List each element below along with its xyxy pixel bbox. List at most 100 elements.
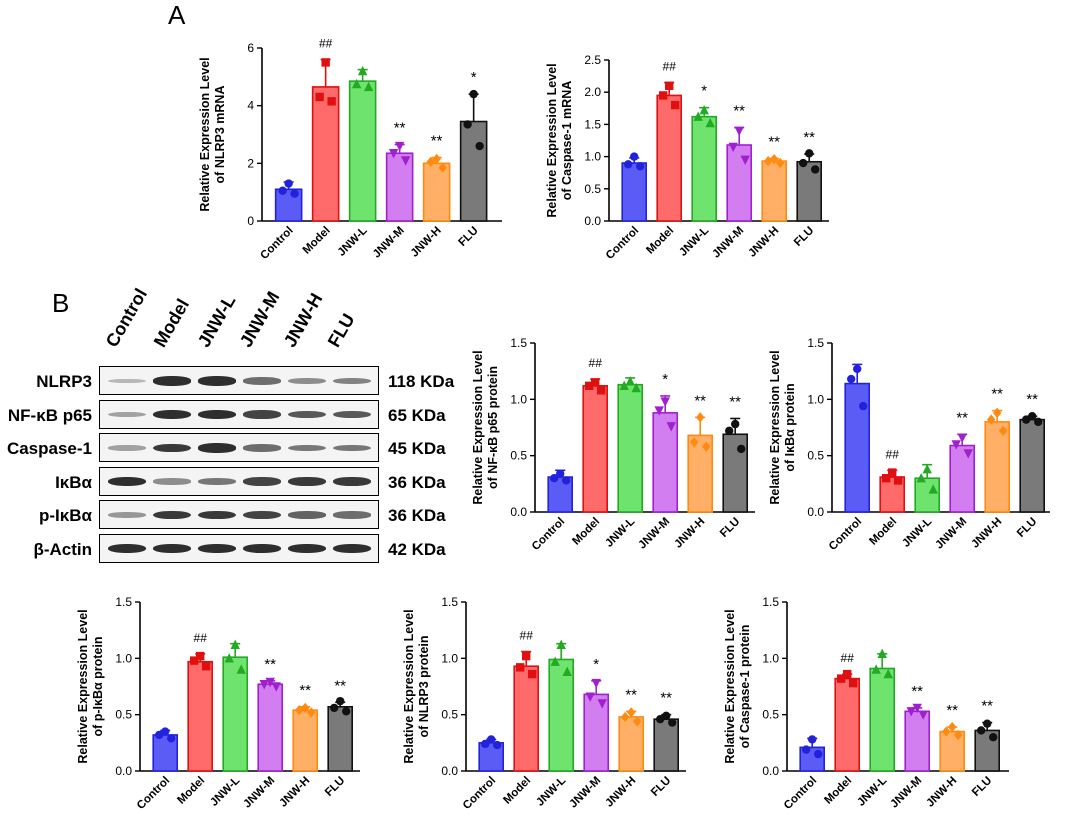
data-point [659, 91, 668, 100]
x-tick-label: JNW-M [241, 775, 277, 811]
bar-chart: 0.0 0.5 1.0 1.5 Relative Expression Levelof … [471, 336, 755, 553]
bar [984, 421, 1011, 513]
data-point [585, 381, 594, 391]
blot-band [288, 477, 326, 486]
y-tick-label: 4 [247, 99, 254, 113]
blot-band [288, 444, 326, 452]
data-point [951, 440, 961, 450]
y-axis-label-line: Relative Expression Level [402, 609, 416, 763]
significance-label: ## [589, 356, 603, 370]
data-point [487, 735, 496, 744]
x-tick-label: FLU [456, 225, 480, 249]
data-point [888, 468, 897, 477]
data-point [665, 81, 674, 90]
data-point [1021, 415, 1031, 424]
blot-band [198, 409, 236, 420]
bar [422, 162, 451, 222]
significance-label: ## [319, 37, 333, 51]
y-tick-label: 2.0 [584, 85, 601, 99]
significance-label: ** [1026, 391, 1038, 408]
blot-band [333, 377, 371, 385]
data-point [928, 484, 938, 494]
blot-row-label: Caspase-1 [6, 439, 92, 458]
data-point [388, 149, 399, 159]
blot-kda-label: 36 KDa [388, 506, 446, 525]
y-tick-label: 2 [247, 156, 254, 170]
data-point [808, 735, 817, 744]
blot-band [108, 445, 146, 451]
data-point [196, 651, 205, 661]
bar [869, 667, 896, 772]
blot-band [243, 410, 281, 419]
significance-label: * [701, 83, 707, 100]
y-tick-label: 0.0 [807, 505, 824, 519]
data-point [871, 664, 881, 674]
x-tick-label: Control [782, 775, 819, 812]
data-point [989, 733, 998, 742]
y-axis-label-line: of NLRP3 protein [417, 635, 431, 737]
blot-band [198, 376, 236, 386]
y-tick-label: 0.0 [115, 764, 132, 778]
bar [1019, 418, 1046, 513]
significance-label: ** [334, 677, 346, 694]
y-axis-label-line: of p-IκBα protein [91, 636, 105, 736]
blot-kda-label: 118 KDa [388, 372, 455, 391]
data-point [627, 707, 636, 718]
data-point [550, 474, 559, 483]
bar [292, 709, 319, 772]
data-point [351, 78, 362, 89]
y-tick-label: 6 [247, 41, 254, 55]
data-point [699, 105, 709, 115]
data-point [837, 674, 846, 683]
data-point [799, 158, 808, 168]
bar [327, 705, 354, 772]
bar [513, 665, 540, 772]
bar-chart: 0.0 0.5 1.0 1.5 Relative Expression Levelof … [723, 595, 1009, 812]
blot-band [198, 543, 236, 554]
y-tick-label: 1.5 [115, 595, 132, 609]
data-point [883, 668, 893, 679]
data-point [987, 414, 996, 425]
bar [582, 385, 609, 513]
x-tick-label: JNW-H [409, 225, 444, 260]
data-point [963, 449, 973, 459]
y-tick-label: 0.0 [584, 214, 601, 228]
data-point [591, 378, 600, 387]
data-point [922, 463, 932, 474]
data-point [877, 648, 887, 659]
bar-chart: 0.0 0.5 1.0 1.5 Relative Expression Levelof … [402, 595, 686, 812]
significance-label: ** [803, 129, 815, 146]
data-point [859, 401, 868, 411]
blot-band [333, 410, 371, 419]
data-point [977, 726, 986, 735]
data-point [597, 699, 607, 709]
blot-band [333, 477, 371, 486]
data-point [315, 92, 324, 102]
significance-label: * [471, 69, 477, 86]
data-point [734, 126, 744, 137]
data-point [475, 141, 484, 151]
bar [939, 730, 966, 772]
data-point [278, 186, 287, 195]
data-point [654, 406, 664, 416]
x-tick-label: JNW-M [710, 225, 746, 261]
data-point [847, 374, 856, 384]
data-point [957, 433, 967, 443]
data-point [290, 189, 299, 198]
blot-strip [99, 466, 379, 496]
y-tick-label: 1.0 [441, 651, 458, 665]
bar [653, 718, 680, 772]
x-tick-label: FLU [323, 775, 347, 799]
significance-label: ** [956, 409, 968, 426]
significance-label: * [593, 656, 599, 673]
x-tick-label: Control [258, 225, 295, 262]
data-point [811, 165, 820, 174]
data-point [230, 639, 240, 650]
bar [311, 86, 340, 222]
x-tick-label: JNW-L [900, 516, 934, 550]
x-tick-label: JNW-H [603, 775, 638, 810]
blot-strip [99, 500, 379, 529]
y-tick-label: 0.5 [762, 708, 779, 722]
x-tick-label: JNW-M [888, 775, 924, 811]
blot-band [243, 510, 281, 520]
